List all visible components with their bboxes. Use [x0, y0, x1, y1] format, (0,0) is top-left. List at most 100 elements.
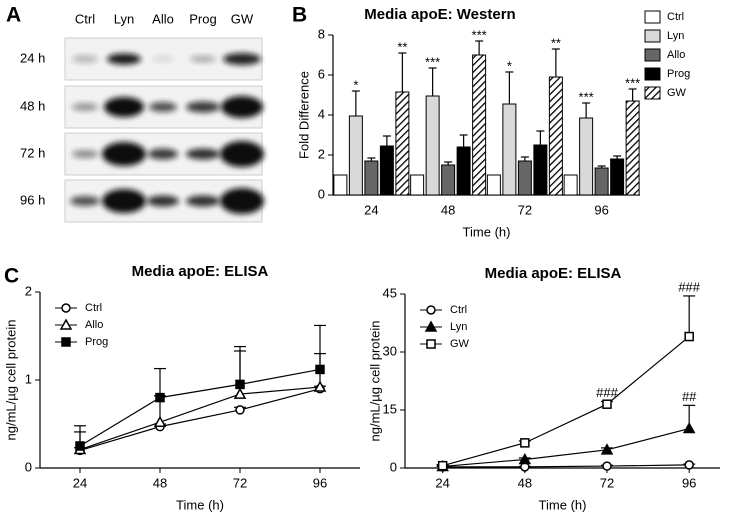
- bar: [594, 167, 609, 196]
- band: [107, 53, 141, 65]
- legend-label: Allo: [667, 49, 685, 61]
- x-axis-label: Time (h): [463, 224, 511, 239]
- legend-label: Prog: [667, 68, 690, 80]
- lane-label: Allo: [152, 11, 174, 26]
- chart-title: Media apoE: ELISA: [132, 263, 269, 280]
- band: [72, 103, 98, 111]
- significance-label: ###: [596, 385, 618, 400]
- bar: [379, 145, 394, 196]
- bar: [502, 103, 517, 196]
- x-tick-label: 96: [313, 475, 327, 490]
- chart-title: Media apoE: Western: [364, 6, 515, 23]
- lane-label: Ctrl: [75, 11, 95, 26]
- series-line: [79, 386, 321, 451]
- significance-label: ***: [579, 89, 594, 104]
- bar: [410, 174, 425, 196]
- y-tick-label: 0: [25, 459, 32, 474]
- point: [155, 392, 165, 403]
- x-tick-label: 24: [73, 475, 87, 490]
- significance-label: **: [397, 39, 407, 54]
- lane-label: Lyn: [114, 11, 134, 26]
- x-tick-label: 48: [441, 202, 455, 217]
- bar: [333, 174, 348, 196]
- panel-label: A: [6, 4, 21, 27]
- y-tick-label: 15: [383, 401, 397, 416]
- x-axis-label: Time (h): [539, 497, 587, 512]
- x-tick-label: 72: [233, 475, 247, 490]
- bar: [625, 100, 640, 196]
- x-tick-label: 24: [364, 202, 378, 217]
- x-tick-label: 96: [594, 202, 608, 217]
- y-tick-label: 45: [383, 285, 397, 300]
- x-tick-label: 24: [435, 475, 449, 490]
- legend-label: Allo: [85, 319, 103, 331]
- bar: [441, 164, 456, 196]
- band: [220, 141, 264, 167]
- point: [233, 387, 247, 399]
- point: [520, 438, 530, 448]
- series-line: [442, 336, 690, 467]
- legend-swatch: [644, 67, 661, 81]
- point: [600, 443, 614, 455]
- point: [684, 460, 694, 470]
- band: [190, 55, 216, 63]
- significance-label: ***: [625, 75, 640, 90]
- series-line: [79, 368, 321, 447]
- y-tick-label: 2: [318, 146, 325, 161]
- legend-label: Ctrl: [667, 11, 684, 23]
- band: [186, 148, 220, 160]
- band: [72, 150, 98, 158]
- band: [147, 195, 179, 207]
- lane-label: Prog: [189, 11, 216, 26]
- band: [70, 196, 100, 206]
- legend-swatch: [644, 48, 661, 62]
- bar: [610, 158, 625, 196]
- significance-label: **: [551, 35, 561, 50]
- y-tick-label: 2: [25, 283, 32, 298]
- significance-label: ##: [682, 389, 697, 404]
- significance-label: *: [507, 58, 512, 73]
- point: [153, 415, 167, 427]
- x-tick-label: 72: [600, 475, 614, 490]
- band: [149, 102, 177, 112]
- legend-marker: [61, 337, 71, 347]
- legend-marker: [59, 318, 73, 330]
- y-axis-label: ng/mL/µg cell protein: [367, 321, 382, 442]
- legend-label: Lyn: [667, 30, 684, 42]
- row-label: 48 h: [20, 98, 45, 113]
- y-tick-label: 0: [318, 186, 325, 201]
- bar: [579, 117, 594, 196]
- significance-label: ***: [425, 54, 440, 69]
- bar: [456, 146, 471, 196]
- legend-marker: [426, 339, 436, 349]
- point: [235, 405, 245, 415]
- row-label: 96 h: [20, 192, 45, 207]
- legend-swatch: [644, 29, 661, 43]
- legend-swatch: [644, 86, 661, 100]
- chart-title: Media apoE: ELISA: [485, 265, 622, 282]
- bar: [395, 91, 410, 196]
- bar: [364, 160, 379, 196]
- x-tick-label: 48: [153, 475, 167, 490]
- significance-label: ###: [678, 279, 700, 294]
- series-line: [442, 427, 690, 468]
- x-tick-label: 48: [518, 475, 532, 490]
- row-label: 72 h: [20, 145, 45, 160]
- legend-label: Ctrl: [85, 302, 102, 314]
- legend-label: Ctrl: [450, 304, 467, 316]
- row-label: 24 h: [20, 50, 45, 65]
- band: [102, 189, 146, 213]
- y-tick-label: 6: [318, 66, 325, 81]
- legend-marker: [424, 320, 438, 332]
- y-tick-label: 30: [383, 343, 397, 358]
- point: [518, 452, 532, 465]
- series-line: [442, 464, 690, 468]
- bar: [425, 95, 440, 196]
- band: [221, 96, 263, 118]
- series-line: [79, 388, 321, 451]
- bar: [563, 174, 578, 196]
- band: [220, 188, 264, 214]
- legend-marker: [426, 305, 436, 315]
- band: [186, 195, 220, 207]
- bar: [486, 174, 501, 196]
